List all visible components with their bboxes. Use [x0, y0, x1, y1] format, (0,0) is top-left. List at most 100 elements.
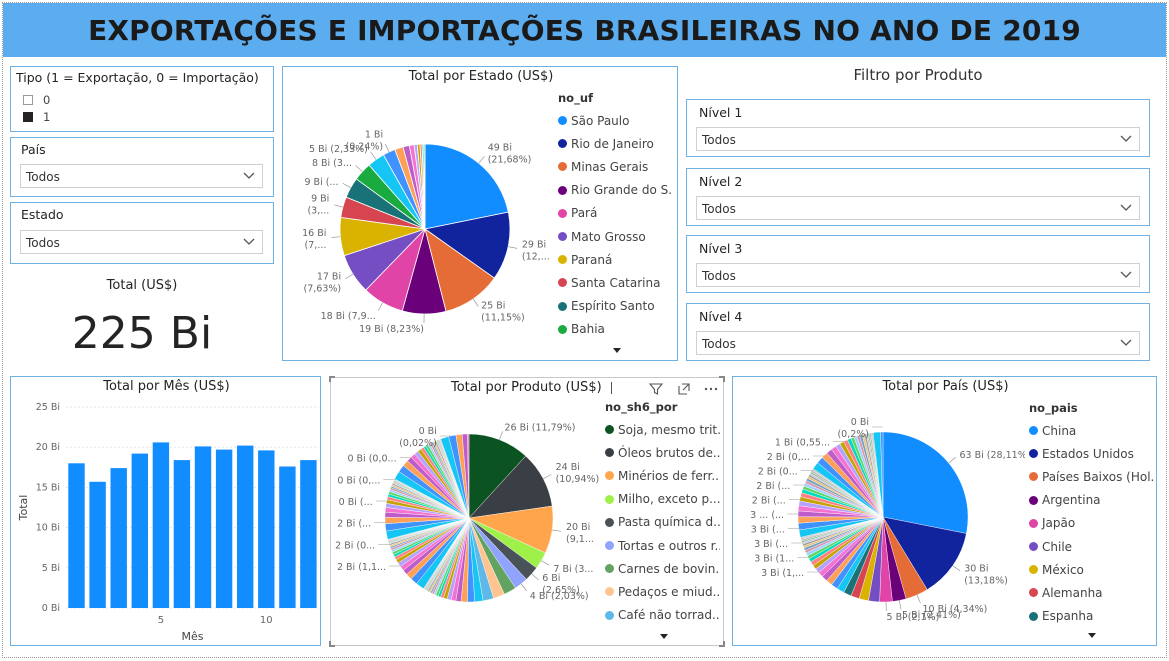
pie-slice[interactable] — [882, 431, 969, 534]
nivel-1-dropdown[interactable]: Todos — [696, 127, 1140, 151]
pie-slice[interactable] — [880, 431, 884, 518]
data-label: 7 Bi (3... — [553, 564, 593, 575]
legend-item[interactable]: Carnes de bovin... — [605, 557, 720, 580]
legend-label: Pará — [571, 206, 598, 221]
nivel-4-slicer: Nível 4 Todos — [686, 303, 1150, 361]
legend-item[interactable]: Santa Catarina — [558, 271, 673, 294]
legend-marker — [558, 162, 567, 172]
legend-item[interactable]: Espanha — [1029, 605, 1154, 628]
pais-dropdown[interactable]: Todos — [20, 164, 263, 188]
filter-icon[interactable] — [648, 381, 664, 397]
legend-item[interactable]: Japão — [1029, 512, 1154, 535]
bar[interactable] — [237, 445, 254, 608]
bar[interactable] — [110, 468, 127, 608]
legend-item[interactable]: Mato Grosso — [558, 225, 673, 248]
legend-item[interactable]: Países Baixos (Hol... — [1029, 465, 1154, 488]
legend-item[interactable]: Minas Gerais — [558, 155, 673, 178]
bar[interactable] — [300, 460, 317, 608]
legend-marker — [605, 471, 614, 481]
resize-handle-bl[interactable] — [329, 641, 335, 647]
legend-more-icon[interactable] — [613, 348, 621, 353]
leader-line — [898, 600, 902, 610]
legend-item[interactable]: Rio de Janeiro — [558, 132, 673, 155]
checkbox-checked-icon[interactable] — [23, 112, 33, 122]
legend-marker — [558, 278, 567, 288]
legend-label: Carnes de bovin... — [618, 561, 720, 576]
estado-dropdown[interactable]: Todos — [20, 230, 263, 254]
legend-label: China — [1042, 423, 1077, 438]
legend-item[interactable]: Tortas e outros r... — [605, 534, 720, 557]
chevron-down-icon[interactable] — [242, 168, 256, 182]
legend-label: Café não torrad... — [618, 608, 720, 623]
legend-item[interactable]: Bahia — [558, 318, 673, 341]
bar[interactable] — [173, 460, 191, 608]
bar[interactable] — [131, 453, 148, 608]
legend-item[interactable]: Café não torrad... — [605, 604, 720, 627]
pie-slice[interactable] — [467, 433, 470, 519]
chevron-down-icon[interactable] — [1119, 131, 1133, 145]
pie-slice[interactable] — [468, 433, 526, 519]
nivel-1-value: Todos — [702, 133, 736, 147]
tipo-option-0[interactable]: 0 — [23, 93, 50, 107]
nivel-2-dropdown[interactable]: Todos — [696, 196, 1140, 220]
legend-item[interactable]: São Paulo — [558, 109, 673, 132]
chart-title: Total por País (US$) — [882, 379, 1009, 394]
bar[interactable] — [89, 481, 106, 608]
more-options-icon[interactable] — [703, 381, 719, 397]
chevron-down-icon[interactable] — [242, 234, 256, 248]
resize-handle-br[interactable] — [719, 641, 725, 647]
chevron-down-icon[interactable] — [1119, 267, 1133, 281]
pais-slicer: País Todos — [10, 137, 274, 197]
report-title-bar: EXPORTAÇÕES E IMPORTAÇÕES BRASILEIRAS NO… — [3, 3, 1166, 57]
legend-more-icon[interactable] — [1088, 633, 1096, 638]
legend-item[interactable]: Pará — [558, 202, 673, 225]
data-label: 3 Bi (... — [754, 539, 788, 550]
chevron-down-icon[interactable] — [1119, 200, 1133, 214]
checkbox-unchecked-icon[interactable] — [23, 95, 33, 105]
leader-line — [478, 155, 485, 164]
legend-item[interactable]: Paraná — [558, 248, 673, 271]
legend-item[interactable]: China — [1029, 419, 1154, 442]
nivel-4-dropdown[interactable]: Todos — [696, 331, 1140, 355]
x-tick-label: 10 — [260, 615, 273, 626]
legend-item[interactable]: Óleos brutos de... — [605, 441, 720, 464]
legend-title: no_uf — [558, 91, 594, 105]
legend-item[interactable]: Chile — [1029, 535, 1154, 558]
pie-slice[interactable] — [424, 211, 511, 279]
nivel-3-dropdown[interactable]: Todos — [696, 263, 1140, 287]
legend-item[interactable]: México — [1029, 558, 1154, 581]
bar[interactable] — [258, 450, 275, 608]
bar[interactable] — [194, 446, 212, 608]
legend-item[interactable]: Soja, mesmo trit... — [605, 418, 720, 441]
data-label: 2 Bi (0... — [335, 540, 375, 551]
legend-item[interactable]: Pedaços e miud... — [605, 580, 720, 603]
bar[interactable] — [68, 463, 85, 608]
data-label: 3 Bi (1... — [754, 554, 794, 565]
data-label: 2 Bi (0,... — [767, 452, 810, 463]
resize-handle-tl[interactable] — [329, 376, 335, 382]
bar[interactable] — [215, 449, 233, 608]
legend-label: Milho, exceto p... — [618, 492, 720, 507]
focus-mode-icon[interactable] — [676, 381, 692, 397]
estado-pie-visual: Total por Estado (US$) 49 Bi (21,68%) 29 B… — [282, 66, 678, 361]
legend-marker — [558, 208, 567, 218]
data-label: 0 Bi (0,... — [337, 475, 380, 486]
bar[interactable] — [279, 466, 296, 609]
legend-item[interactable]: Argentina — [1029, 489, 1154, 512]
legend-item[interactable]: Espírito Santo — [558, 295, 673, 318]
chevron-down-icon[interactable] — [1119, 335, 1133, 349]
legend-item[interactable]: Alemanha — [1029, 581, 1154, 604]
resize-handle-tr[interactable] — [719, 376, 725, 382]
legend-label: Minérios de ferr... — [618, 468, 720, 483]
legend-item[interactable]: Estados Unidos — [1029, 442, 1154, 465]
legend-item[interactable]: Minérios de ferr... — [605, 464, 720, 487]
legend-label: Paraná — [571, 252, 613, 267]
bar[interactable] — [152, 442, 170, 608]
legend-item[interactable]: Pasta química d... — [605, 511, 720, 534]
legend-item[interactable]: Rio Grande do S... — [558, 179, 673, 202]
legend-item[interactable]: Milho, exceto p... — [605, 488, 720, 511]
legend-more-icon[interactable] — [660, 634, 668, 639]
tipo-option-1[interactable]: 1 — [23, 110, 50, 124]
pie-slice[interactable] — [882, 516, 967, 590]
pie-slice[interactable] — [423, 143, 426, 230]
